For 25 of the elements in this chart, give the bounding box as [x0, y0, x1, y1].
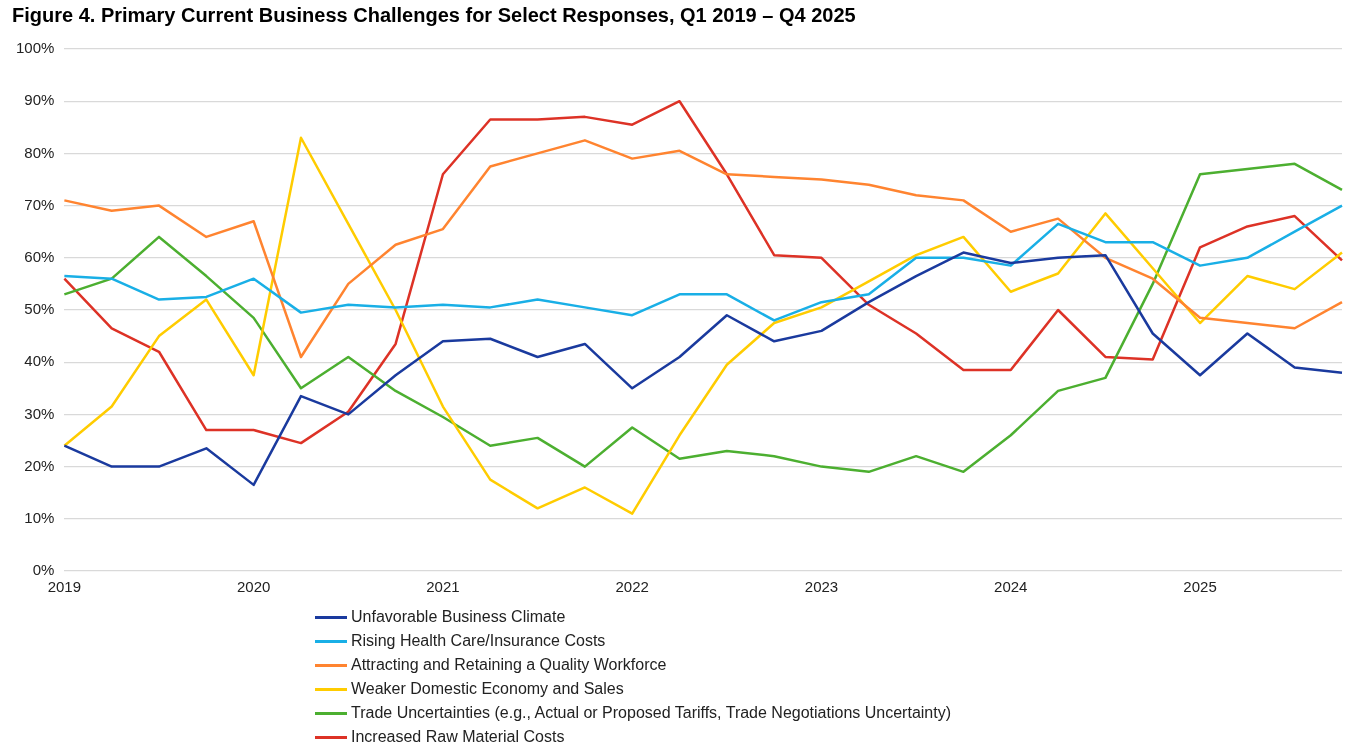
y-tick-label: 60%	[24, 247, 55, 265]
x-tick-label: 2024	[994, 578, 1028, 596]
y-tick-label: 30%	[24, 404, 55, 422]
y-tick-label: 20%	[24, 456, 55, 474]
y-tick-label: 80%	[24, 143, 55, 161]
x-tick-label: 2019	[47, 578, 82, 596]
x-tick-label: 2023	[804, 578, 839, 596]
y-tick-label: 70%	[24, 195, 55, 213]
y-tick-label: 50%	[24, 300, 55, 318]
x-tick-label: 2025	[1183, 578, 1217, 596]
legend-label: Increased Raw Material Costs	[351, 728, 565, 746]
chart-title: Figure 4. Primary Current Business Challenges for Select Responses, Q1 2019 – Q4 2025	[11, 3, 857, 28]
legend-label: Attracting and Retaining a Quality Workforce	[351, 656, 667, 674]
y-tick-label: 10%	[24, 508, 55, 526]
legend-label: Rising Health Care/Insurance Costs	[351, 632, 606, 650]
x-tick-label: 2022	[615, 578, 649, 596]
y-tick-label: 40%	[24, 352, 55, 370]
x-tick-label: 2021	[426, 578, 460, 596]
x-tick-label: 2020	[236, 578, 271, 596]
legend-label: Unfavorable Business Climate	[351, 608, 566, 626]
y-tick-label: 0%	[32, 561, 55, 579]
legend-label: Weaker Domestic Economy and Sales	[351, 680, 624, 698]
y-tick-label: 100%	[15, 39, 55, 57]
legend-label: Trade Uncertainties (e.g., Actual or Proposed Tariffs, Trade Negotiations Uncertainty)	[351, 704, 951, 722]
y-tick-label: 90%	[24, 91, 55, 109]
